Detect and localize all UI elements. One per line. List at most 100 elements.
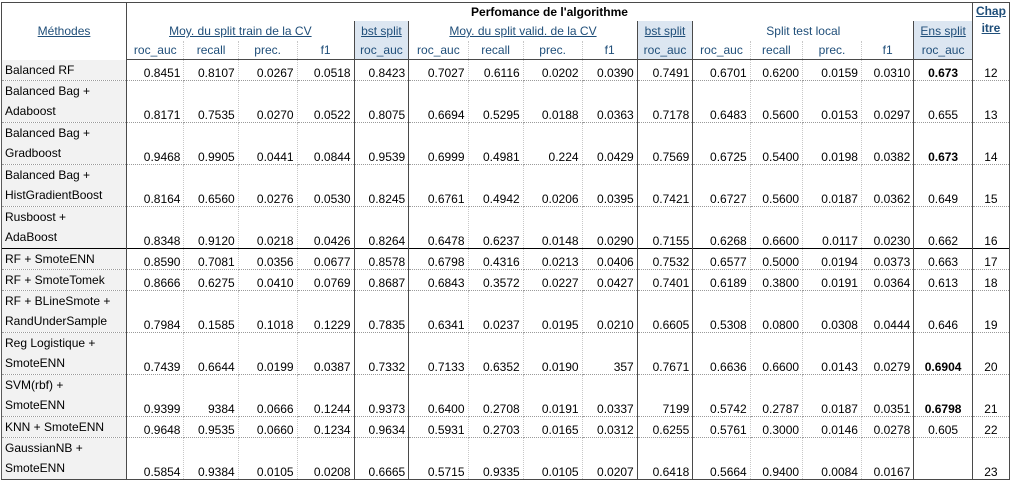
metric-cell: 0.0270	[238, 80, 298, 123]
chapter-number: 19	[971, 290, 1010, 333]
metric-cell: 0.6701	[692, 59, 751, 81]
subheader-cell: roc_auc	[692, 41, 751, 60]
method-name: RF + BLineSmote + RandUnderSample	[0, 290, 128, 333]
metric-cell: 0.6116	[468, 59, 524, 81]
metric-cell: 0.3000	[750, 416, 804, 438]
table-row: RF + SmoteENN 0.8590 0.7081 0.0356 0.0677 0.8…	[0, 247, 1010, 270]
metric-cell: 0.0387	[297, 332, 355, 375]
method-name-line1: Balanced Bag +	[5, 167, 91, 182]
metric-cell: 0.4981	[468, 122, 524, 165]
method-name-line2: Adaboost	[5, 103, 56, 118]
metric-cell: 0.0406	[582, 247, 638, 270]
metric-cell: 0.6694	[408, 80, 469, 123]
method-name: KNN + SmoteENN	[0, 416, 128, 438]
subheader-cell: roc_auc	[408, 41, 469, 60]
method-name: Balanced RF	[0, 59, 128, 81]
metric-cell: 0.6636	[692, 332, 751, 375]
metric-cell: 0.9373	[353, 374, 410, 417]
group-header-test: Split test local	[692, 21, 915, 41]
metric-cell: 0.673	[913, 122, 973, 165]
metric-cell: 0.8423	[353, 59, 410, 81]
method-name-line2: HistGradientBoost	[5, 187, 103, 202]
metric-cell: 0.7569	[636, 122, 694, 165]
metric-cell: 0.9634	[353, 416, 410, 438]
metric-cell: 0.8107	[183, 59, 239, 81]
metric-cell: 0.0800	[750, 290, 804, 333]
method-name-line2: RandUnderSample	[5, 313, 108, 328]
metric-cell: 0.0278	[861, 416, 915, 438]
metric-cell: 0.662	[913, 206, 973, 249]
subheader-cell: recall	[750, 41, 804, 60]
metric-cell: 0.5742	[692, 374, 751, 417]
method-name-line2: Gradboost	[5, 145, 62, 160]
chapter-header: Chap itre	[971, 2, 1010, 60]
method-name-line1: Reg Logistique +	[5, 335, 96, 350]
metric-cell: 0.7535	[183, 80, 239, 123]
methods-header: Méthodes	[0, 2, 128, 60]
metric-cell: 0.2708	[468, 374, 524, 417]
metric-cell: 0.0660	[238, 416, 298, 438]
metric-cell: 0.8171	[126, 80, 185, 123]
metric-cell: 0.7984	[126, 290, 185, 333]
chapter-number: 13	[971, 80, 1010, 123]
metric-cell: 0.7421	[636, 164, 694, 207]
metric-cell: 0.9400	[750, 437, 804, 480]
subheader-cell: prec.	[523, 41, 583, 60]
metric-cell: 0.0207	[582, 437, 638, 480]
metric-cell: 0.5715	[408, 437, 469, 480]
metric-cell: 0.0208	[297, 437, 355, 480]
metric-cell: 0.6843	[408, 269, 469, 291]
metric-cell: 0.8451	[126, 59, 185, 81]
metric-cell: 0.0363	[582, 80, 638, 123]
subheader-cell: prec.	[802, 41, 862, 60]
group-header-train: Moy. du split train de la CV	[126, 21, 355, 41]
table-row: SVM(rbf) + SmoteENN 0.9399 9384 0.0666 0.1244…	[0, 374, 1010, 417]
chapter-number: 20	[971, 332, 1010, 375]
metric-cell: 0.5664	[692, 437, 751, 480]
metric-cell: 0.1234	[297, 416, 355, 438]
metric-cell: 0.6341	[408, 290, 469, 333]
metric-cell: 0.0297	[861, 80, 915, 123]
subheader-cell: f1	[297, 41, 355, 60]
metric-cell: 0.0190	[523, 332, 583, 375]
metric-cell: 0.0188	[523, 80, 583, 123]
method-name-line1: Balanced Bag +	[5, 83, 91, 98]
method-name: RF + SmoteENN	[0, 247, 128, 270]
metric-cell: 0.646	[913, 290, 973, 333]
metric-cell: 0.6200	[750, 59, 804, 81]
metric-cell: 0.0227	[523, 269, 583, 291]
metric-cell: 0.6268	[692, 206, 751, 249]
metric-cell: 0.7081	[183, 247, 239, 270]
metric-cell: 0.4316	[468, 247, 524, 270]
method-name-line1: SVM(rbf) +	[5, 377, 64, 392]
subheader-cell: roc_auc	[913, 41, 973, 60]
metric-cell: 0.6600	[750, 206, 804, 249]
metric-cell: 0.0218	[238, 206, 298, 249]
metric-cell: 0.0373	[861, 247, 915, 270]
metric-cell: 0.6761	[408, 164, 469, 207]
metric-cell: 9384	[183, 374, 239, 417]
metric-cell: 0.224	[523, 122, 583, 165]
method-name-line1: RF + SmoteENN	[5, 251, 95, 266]
metric-cell: 0.0159	[802, 59, 862, 81]
metric-cell: 0.0429	[582, 122, 638, 165]
metric-cell: 0.0187	[802, 164, 862, 207]
metric-cell: 0.0522	[297, 80, 355, 123]
metric-cell: 0.0276	[238, 164, 298, 207]
metric-cell: 0.0382	[861, 122, 915, 165]
metric-cell: 0.0191	[802, 269, 862, 291]
metric-cell: 0.6725	[692, 122, 751, 165]
metric-cell: 0.0187	[802, 374, 862, 417]
method-name-line2: SmoteENN	[5, 460, 66, 475]
metric-cell: 0.9535	[183, 416, 239, 438]
metric-cell: 0.5600	[750, 80, 804, 123]
metric-cell: 0.0148	[523, 206, 583, 249]
metric-cell: 0.1229	[297, 290, 355, 333]
metric-cell: 0.8348	[126, 206, 185, 249]
metric-cell: 0.7027	[408, 59, 469, 81]
metric-cell: 0.6352	[468, 332, 524, 375]
metric-cell: 0.6400	[408, 374, 469, 417]
subheader-cell: f1	[861, 41, 915, 60]
table-row: Reg Logistique + SmoteENN 0.7439 0.6644 0.01…	[0, 332, 1010, 375]
metric-cell: 0.0198	[802, 122, 862, 165]
